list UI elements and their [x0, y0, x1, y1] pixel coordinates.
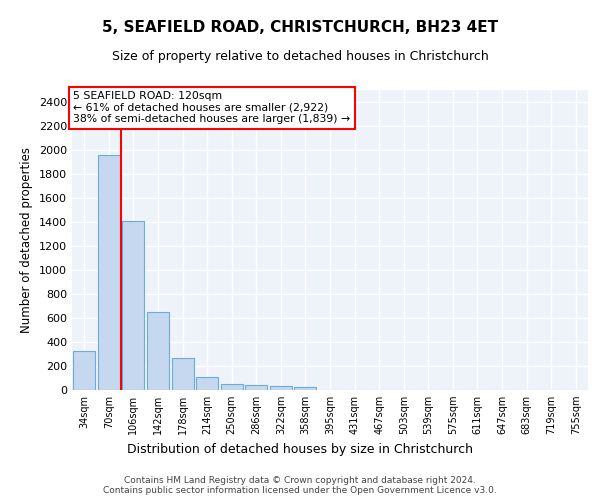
Text: Size of property relative to detached houses in Christchurch: Size of property relative to detached ho… — [112, 50, 488, 63]
Text: 5 SEAFIELD ROAD: 120sqm
← 61% of detached houses are smaller (2,922)
38% of semi: 5 SEAFIELD ROAD: 120sqm ← 61% of detache… — [73, 91, 350, 124]
Bar — [270, 386, 292, 390]
Bar — [245, 385, 268, 390]
Bar — [122, 221, 145, 390]
Bar — [98, 155, 120, 390]
Bar — [196, 378, 218, 390]
Bar — [295, 388, 316, 390]
Bar — [172, 358, 194, 390]
Bar — [73, 351, 95, 390]
Bar — [221, 384, 243, 390]
Text: 5, SEAFIELD ROAD, CHRISTCHURCH, BH23 4ET: 5, SEAFIELD ROAD, CHRISTCHURCH, BH23 4ET — [102, 20, 498, 35]
Y-axis label: Number of detached properties: Number of detached properties — [20, 147, 34, 333]
Text: Contains HM Land Registry data © Crown copyright and database right 2024.
Contai: Contains HM Land Registry data © Crown c… — [103, 476, 497, 495]
Text: Distribution of detached houses by size in Christchurch: Distribution of detached houses by size … — [127, 442, 473, 456]
Bar — [147, 312, 169, 390]
